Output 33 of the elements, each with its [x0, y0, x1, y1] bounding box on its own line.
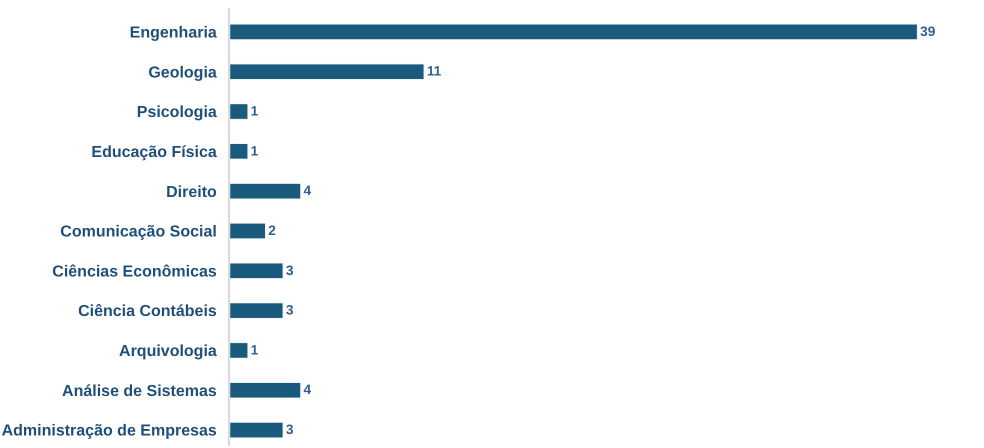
data-label: 3	[286, 302, 294, 318]
bar	[230, 64, 424, 80]
data-label: 4	[303, 382, 312, 398]
data-label: 3	[286, 262, 294, 278]
y-tick-label: Análise de Sistemas	[62, 382, 217, 400]
data-label: 1	[250, 342, 259, 358]
y-tick-label: Direito	[166, 184, 218, 201]
y-tick-label: Arquivologia	[119, 343, 217, 360]
data-label: 1	[250, 143, 259, 158]
bar	[230, 342, 248, 358]
bar	[230, 144, 248, 160]
y-tick-label: Educação Física	[91, 144, 217, 161]
bar	[230, 104, 248, 120]
y-tick-label: Administração de Empresas	[2, 422, 217, 440]
bar	[230, 183, 301, 199]
y-tick-label: Geologia	[148, 64, 217, 82]
bar	[230, 382, 301, 398]
data-label: 3	[286, 422, 294, 438]
bar	[230, 422, 284, 438]
data-label: 1	[250, 103, 259, 118]
y-tick-label: Comunicação Social	[60, 224, 217, 241]
data-label: 2	[268, 222, 276, 238]
data-label: 4	[303, 183, 312, 198]
data-label: 11	[426, 64, 442, 79]
y-tick-label: Psicologia	[136, 104, 217, 122]
bar	[230, 24, 918, 40]
data-label: 39	[920, 24, 936, 39]
bar	[230, 223, 266, 239]
bar	[230, 302, 284, 318]
y-tick-label: Ciência Contábeis	[78, 303, 217, 320]
y-tick-label: Engenharia	[130, 24, 217, 42]
y-tick-label: Ciências Econômicas	[52, 263, 217, 280]
bar	[230, 262, 284, 279]
